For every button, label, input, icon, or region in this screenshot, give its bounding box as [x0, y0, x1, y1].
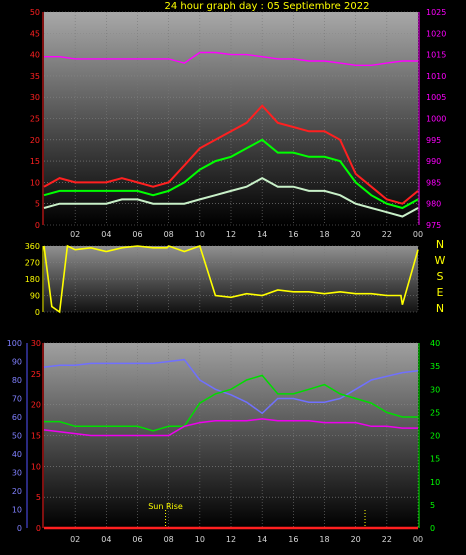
magenta-line — [43, 418, 418, 437]
temp-tick-label: 30 — [31, 339, 41, 348]
pressure-tick-label: 980 — [426, 200, 441, 209]
wind-tick-label: 45 — [30, 29, 40, 38]
humidity-tick-label: 20 — [12, 487, 22, 496]
x-tick-label: 10 — [195, 230, 205, 239]
x-tick-label: 18 — [319, 535, 329, 544]
direction-tick-label: 0 — [35, 308, 40, 317]
sunrise-label: Sun Rise — [148, 502, 183, 511]
temp-humidity-panel: 0102030405060708090100051015202530051015… — [7, 339, 440, 544]
pressure-tick-label: 1005 — [426, 93, 446, 102]
x-tick-label: 12 — [226, 535, 236, 544]
x-tick-label: 16 — [288, 230, 298, 239]
humidity-tick-label: 60 — [12, 413, 22, 422]
wind-average-line — [43, 138, 419, 210]
pressure-tick-label: 995 — [426, 136, 441, 145]
humidity-tick-label: 50 — [12, 432, 22, 441]
x-tick-label: 04 — [101, 535, 111, 544]
temp-tick-label: 15 — [31, 432, 41, 441]
green-tick-label: 15 — [430, 455, 440, 464]
compass-label: N — [436, 238, 444, 251]
wind-speed-line — [43, 176, 419, 218]
pressure-tick-label: 1000 — [426, 115, 446, 124]
x-tick-label: 06 — [132, 230, 142, 239]
x-tick-label: 14 — [257, 535, 267, 544]
humidity-tick-label: 80 — [12, 376, 22, 385]
x-tick-label: 00 — [413, 535, 423, 544]
wind-tick-label: 20 — [30, 136, 40, 145]
x-tick-label: 20 — [351, 230, 361, 239]
wind-tick-label: 25 — [30, 115, 40, 124]
wind-tick-label: 5 — [35, 200, 40, 209]
wind-tick-label: 35 — [30, 72, 40, 81]
x-tick-label: 22 — [382, 230, 392, 239]
pressure-tick-label: 1025 — [426, 8, 446, 17]
x-tick-label: 16 — [288, 535, 298, 544]
humidity-tick-label: 70 — [12, 395, 22, 404]
wind-tick-label: 30 — [30, 93, 40, 102]
wind-tick-label: 0 — [35, 221, 40, 230]
wind-tick-label: 50 — [30, 8, 40, 17]
temp-tick-label: 20 — [31, 401, 41, 410]
pressure-line — [44, 51, 418, 67]
humidity-line — [43, 358, 419, 415]
x-tick-label: 10 — [195, 535, 205, 544]
wind-gust-line — [43, 104, 419, 205]
x-tick-label: 04 — [101, 230, 111, 239]
green-tick-label: 30 — [430, 385, 440, 394]
green-tick-label: 0 — [430, 524, 435, 533]
pressure-tick-label: 990 — [426, 157, 441, 166]
humidity-tick-label: 100 — [7, 339, 22, 348]
compass-label: E — [437, 286, 444, 299]
temp-tick-label: 0 — [36, 524, 41, 533]
compass-label: W — [435, 254, 446, 267]
wind-tick-label: 15 — [30, 157, 40, 166]
green-tick-label: 20 — [430, 432, 440, 441]
wind-direction-line — [43, 244, 419, 314]
green-tick-label: 35 — [430, 362, 440, 371]
humidity-tick-label: 90 — [12, 358, 22, 367]
direction-tick-label: 360 — [25, 242, 40, 251]
temp-tick-label: 10 — [31, 462, 41, 471]
humidity-tick-label: 0 — [17, 524, 22, 533]
x-tick-label: 20 — [351, 535, 361, 544]
direction-tick-label: 270 — [25, 259, 40, 268]
pressure-tick-label: 1015 — [426, 51, 446, 60]
x-tick-label: 02 — [70, 230, 80, 239]
humidity-tick-label: 40 — [12, 450, 22, 459]
x-tick-label: 18 — [319, 230, 329, 239]
green-tick-label: 40 — [430, 339, 440, 348]
compass-label: S — [437, 270, 444, 283]
wind-tick-label: 10 — [30, 178, 40, 187]
wind-tick-label: 40 — [30, 51, 40, 60]
wind-pressure-panel: 0510152025303540455097598098599099510001… — [30, 8, 447, 239]
x-tick-label: 08 — [164, 230, 174, 239]
humidity-tick-label: 30 — [12, 469, 22, 478]
x-tick-label: 06 — [132, 535, 142, 544]
green-line — [44, 374, 418, 432]
chart-title: 24 hour graph day : 05 Septiembre 2022 — [165, 1, 370, 12]
x-tick-label: 22 — [382, 535, 392, 544]
humidity-tick-label: 10 — [12, 506, 22, 515]
x-tick-label: 02 — [70, 535, 80, 544]
direction-tick-label: 90 — [30, 292, 40, 301]
pressure-tick-label: 985 — [426, 178, 441, 187]
green-tick-label: 25 — [430, 408, 440, 417]
temp-tick-label: 25 — [31, 370, 41, 379]
pressure-tick-label: 1010 — [426, 72, 446, 81]
direction-tick-label: 180 — [25, 275, 40, 284]
x-tick-label: 12 — [226, 230, 236, 239]
green-tick-label: 5 — [430, 501, 435, 510]
temp-tick-label: 5 — [36, 493, 41, 502]
x-tick-label: 00 — [413, 230, 423, 239]
compass-label: N — [436, 302, 444, 315]
x-tick-label: 14 — [257, 230, 267, 239]
green-tick-label: 10 — [430, 478, 440, 487]
pressure-tick-label: 1020 — [426, 29, 446, 38]
x-tick-label: 08 — [164, 535, 174, 544]
pressure-tick-label: 975 — [426, 221, 441, 230]
